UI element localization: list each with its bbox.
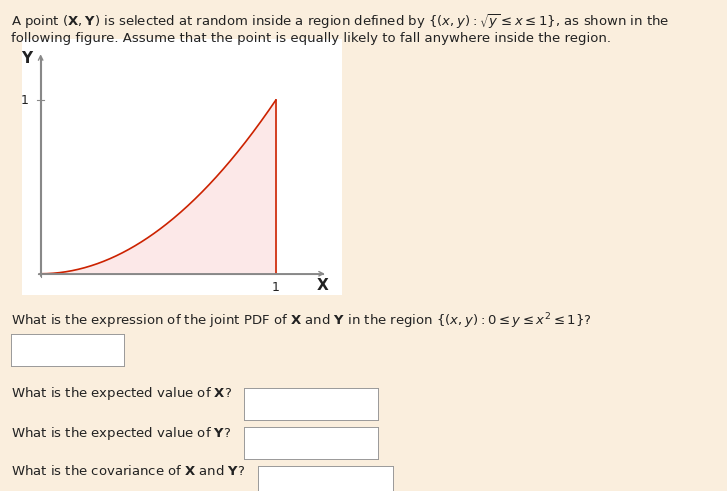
Text: What is the covariance of $\mathbf{X}$ and $\mathbf{Y}$?: What is the covariance of $\mathbf{X}$ a… [11,464,246,478]
Text: What is the expected value of $\mathbf{Y}$?: What is the expected value of $\mathbf{Y… [11,425,231,442]
Text: 1: 1 [272,281,280,294]
Text: following figure. Assume that the point is equally likely to fall anywhere insid: following figure. Assume that the point … [11,32,611,45]
Text: Y: Y [21,51,32,66]
Text: What is the expression of the joint PDF of $\mathbf{X}$ and $\mathbf{Y}$ in the : What is the expression of the joint PDF … [11,312,592,331]
Text: X: X [317,278,329,294]
Text: 1: 1 [21,94,29,107]
Text: What is the expected value of $\mathbf{X}$?: What is the expected value of $\mathbf{X… [11,385,232,403]
Text: A point $(\mathbf{X},\mathbf{Y})$ is selected at random inside a region defined : A point $(\mathbf{X},\mathbf{Y})$ is sel… [11,12,669,31]
